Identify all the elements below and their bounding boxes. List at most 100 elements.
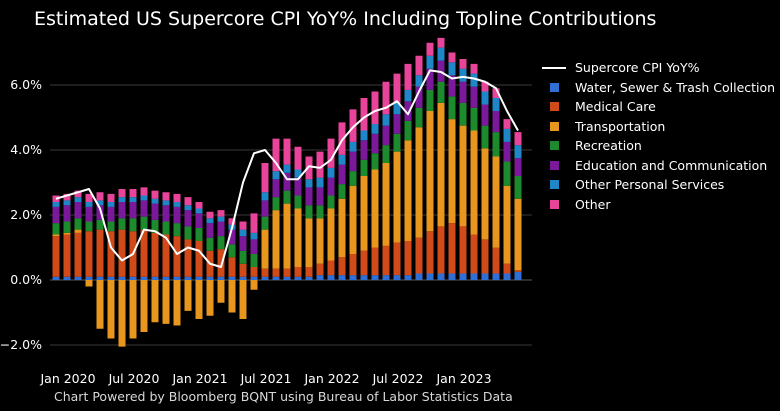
bar-segment — [151, 203, 159, 220]
legend-label: Supercore CPI YoY% — [575, 60, 700, 75]
legend-line-swatch — [542, 67, 566, 69]
bar-segment — [63, 276, 71, 280]
bar-segment — [195, 213, 203, 229]
bar-segment — [360, 98, 368, 131]
bar-segment — [239, 276, 247, 280]
bar-segment — [360, 250, 368, 276]
bar-segment — [74, 276, 82, 280]
x-tick-label: Jan 2021 — [171, 371, 227, 386]
bar-segment — [129, 280, 137, 339]
bar-segment — [96, 229, 104, 277]
bar-segment — [503, 273, 511, 280]
bar-segment — [514, 176, 522, 199]
bar-segment — [426, 42, 434, 56]
bar-segment — [162, 205, 170, 222]
chart-source-credit: Chart Powered by Bloomberg BQNT using Bu… — [54, 389, 513, 404]
bar-segment — [85, 276, 93, 280]
legend-item-other: Other — [542, 197, 780, 212]
bar-segment — [448, 273, 456, 280]
legend-label: Recreation — [575, 138, 642, 153]
y-tick-label: 4.0% — [10, 142, 42, 157]
bar-segment — [129, 276, 137, 280]
bar-segment — [349, 151, 357, 172]
bar-segment — [206, 218, 214, 224]
bar-segment — [426, 68, 434, 90]
bar-segment — [437, 273, 445, 280]
bar-segment — [349, 254, 357, 276]
bar-segment — [52, 234, 60, 237]
bar-segment — [206, 237, 214, 251]
bar-segment — [63, 221, 71, 233]
bar-segment — [283, 268, 291, 277]
bar-segment — [140, 229, 148, 277]
bar-segment — [217, 280, 225, 303]
bar-segment — [217, 216, 225, 222]
bar-segment — [294, 208, 302, 267]
bar-segment — [52, 276, 60, 280]
bar-segment — [327, 195, 335, 209]
bar-segment — [437, 47, 445, 61]
legend-item-other-personal-services: Other Personal Services — [542, 177, 780, 192]
bar-segment — [96, 205, 104, 220]
bar-segment — [74, 232, 82, 277]
bar-segment — [382, 145, 390, 163]
bar-segment — [382, 81, 390, 115]
bar-segment — [52, 236, 60, 277]
bar-segment — [514, 158, 522, 177]
bar-segment — [404, 140, 412, 241]
bar-segment — [492, 273, 500, 280]
bar-segment — [338, 257, 346, 276]
bar-segment — [74, 190, 82, 198]
bar-segment — [470, 107, 478, 131]
bar-segment — [481, 148, 489, 240]
bar-segment — [338, 275, 346, 281]
bar-segment — [338, 198, 346, 258]
bar-segment — [338, 122, 346, 155]
bar-segment — [470, 130, 478, 235]
bar-segment — [327, 260, 335, 276]
bar-segment — [294, 177, 302, 196]
bar-segment — [85, 193, 93, 203]
bar-segment — [305, 276, 313, 280]
bar-segment — [261, 200, 269, 217]
bar-segment — [184, 280, 192, 311]
bar-segment — [360, 176, 368, 251]
x-axis-tick-labels: Jan 2020 Jul 2020 Jan 2021 Jul 2021 Jan 2022… — [39, 371, 491, 386]
bar-segment — [129, 202, 137, 219]
bar-segment — [195, 228, 203, 241]
bar-segment — [349, 109, 357, 142]
bar-segment — [349, 275, 357, 281]
bar-segment — [448, 96, 456, 120]
bar-segment — [492, 156, 500, 248]
x-tick-label: Jul 2021 — [240, 371, 292, 386]
bar-segment — [118, 280, 126, 347]
bar-segment — [74, 197, 82, 203]
bar-segment — [294, 195, 302, 209]
bar-segment — [327, 167, 335, 178]
bar-segment — [426, 273, 434, 280]
legend-swatch — [550, 199, 559, 209]
bar-segment — [52, 223, 60, 235]
y-tick-label: 0.0% — [10, 272, 42, 287]
bar-segment — [283, 138, 291, 165]
bar-segment — [96, 200, 104, 206]
bar-segment — [250, 267, 258, 277]
bar-segment — [162, 234, 170, 277]
bar-segment — [173, 236, 181, 277]
bar-segment — [283, 164, 291, 173]
bar-segment — [448, 75, 456, 97]
stacked-bars — [52, 37, 522, 347]
bar-segment — [294, 169, 302, 178]
bar-segment — [470, 234, 478, 274]
supercore-cpi-line — [55, 69, 519, 268]
bar-segment — [228, 218, 236, 225]
bar-segment — [327, 177, 335, 196]
bar-segment — [503, 128, 511, 142]
bar-segment — [239, 280, 247, 319]
x-tick-label: Jul 2020 — [108, 371, 160, 386]
bar-segment — [404, 89, 412, 102]
bar-segment — [415, 273, 423, 280]
bar-segment — [437, 37, 445, 48]
x-tick-label: Jul 2022 — [372, 371, 424, 386]
